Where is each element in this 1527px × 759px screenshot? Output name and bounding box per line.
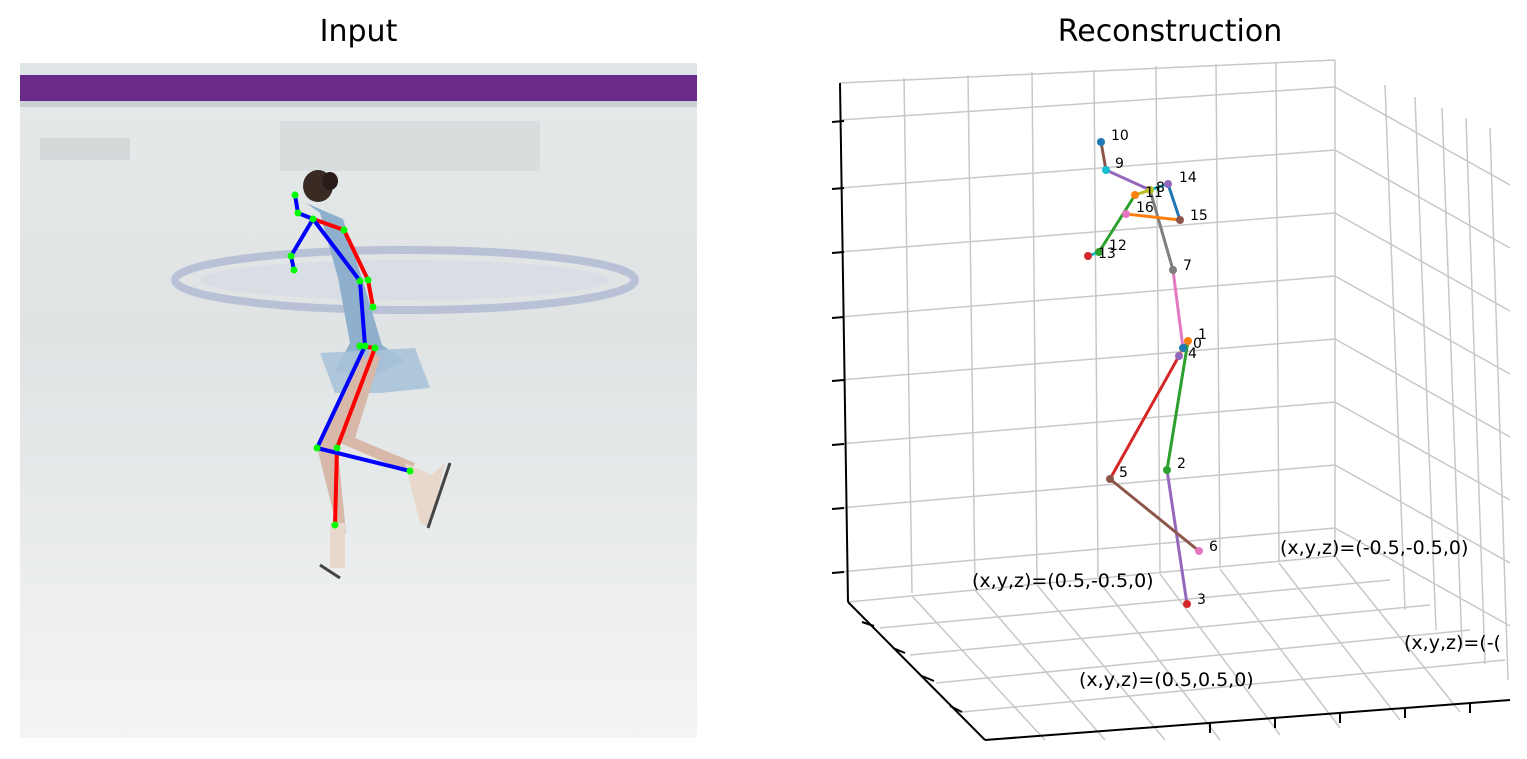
corner-label-back-right: (x,y,z)=(-0.5,-0.5,0) (1280, 537, 1468, 559)
bone-0-7 (1171, 268, 1185, 350)
joint-label-3: 3 (1197, 592, 1206, 608)
joint-13 (1084, 252, 1092, 260)
joint-label-1: 1 (1198, 327, 1207, 343)
bone-11-12 (1097, 193, 1137, 254)
bone-1-2 (1165, 339, 1190, 472)
joint-label-10: 10 (1111, 128, 1129, 144)
bone-9-10 (1099, 140, 1108, 172)
joint-label-7: 7 (1183, 258, 1192, 274)
joint-12 (1095, 248, 1103, 256)
joint-label-13: 13 (1098, 246, 1116, 262)
joint-label-9: 9 (1115, 156, 1124, 172)
joint-label-4: 4 (1188, 346, 1197, 362)
joint-label-2: 2 (1177, 456, 1186, 472)
corner-label-front-left: (x,y,z)=(0.5,-0.5,0) (972, 570, 1154, 592)
bone-8-9 (1104, 168, 1152, 192)
joint-11 (1131, 191, 1139, 199)
skeleton-2d-overlay (287, 191, 414, 529)
skeleton-3d-bones (1086, 140, 1201, 606)
bone-15-16 (1124, 212, 1182, 222)
joint-5 (1106, 475, 1114, 483)
bone-2-3 (1165, 468, 1189, 606)
corner-label-right-cut: (x,y,z)=(-( (1404, 632, 1501, 654)
axis-ticks (831, 120, 1471, 733)
joint-label-6: 6 (1209, 539, 1218, 555)
skeleton-joints (287, 191, 414, 529)
joint-2 (1163, 466, 1171, 474)
bone-4-5 (1108, 354, 1181, 481)
joint-3 (1183, 600, 1191, 608)
joint-label-0: 0 (1193, 336, 1202, 352)
joint-label-11: 11 (1145, 185, 1163, 201)
grid-side-wall (1334, 84, 1511, 681)
joint-7 (1169, 266, 1177, 274)
joint-14 (1164, 180, 1172, 188)
bone-5-6 (1108, 477, 1201, 553)
joint-label-14: 14 (1179, 170, 1197, 186)
joint-label-12: 12 (1109, 238, 1127, 254)
joint-label-5: 5 (1119, 465, 1128, 481)
joint-4 (1175, 352, 1183, 360)
joint-15 (1176, 216, 1184, 224)
center-ice-logo (171, 246, 639, 314)
joint-1 (1184, 337, 1192, 345)
joint-10 (1097, 138, 1105, 146)
grid-back-wall (839, 59, 1336, 594)
joint-8 (1146, 186, 1154, 194)
joint-label-15: 15 (1190, 208, 1208, 224)
bone-14-15 (1166, 182, 1182, 222)
joint-0 (1179, 344, 1187, 352)
rink-border (20, 75, 697, 101)
joint-label-8: 8 (1156, 180, 1165, 196)
joint-9 (1102, 166, 1110, 174)
input-video-frame (20, 63, 697, 738)
rink-wall (20, 63, 697, 75)
grid-floor (847, 555, 1506, 741)
ice-reflection (280, 121, 540, 171)
input-title: Input (319, 14, 398, 49)
reconstruction-title: Reconstruction (1057, 14, 1283, 49)
joint-6 (1195, 547, 1203, 555)
joint-16 (1122, 210, 1130, 218)
joint-label-16: 16 (1136, 200, 1154, 216)
corner-label-front-bottom: (x,y,z)=(0.5,0.5,0) (1079, 669, 1254, 691)
bone-7-8 (1148, 188, 1175, 272)
corner-labels: (x,y,z)=(0.5,-0.5,0) (x,y,z)=(-0.5,-0.5,… (972, 537, 1501, 691)
